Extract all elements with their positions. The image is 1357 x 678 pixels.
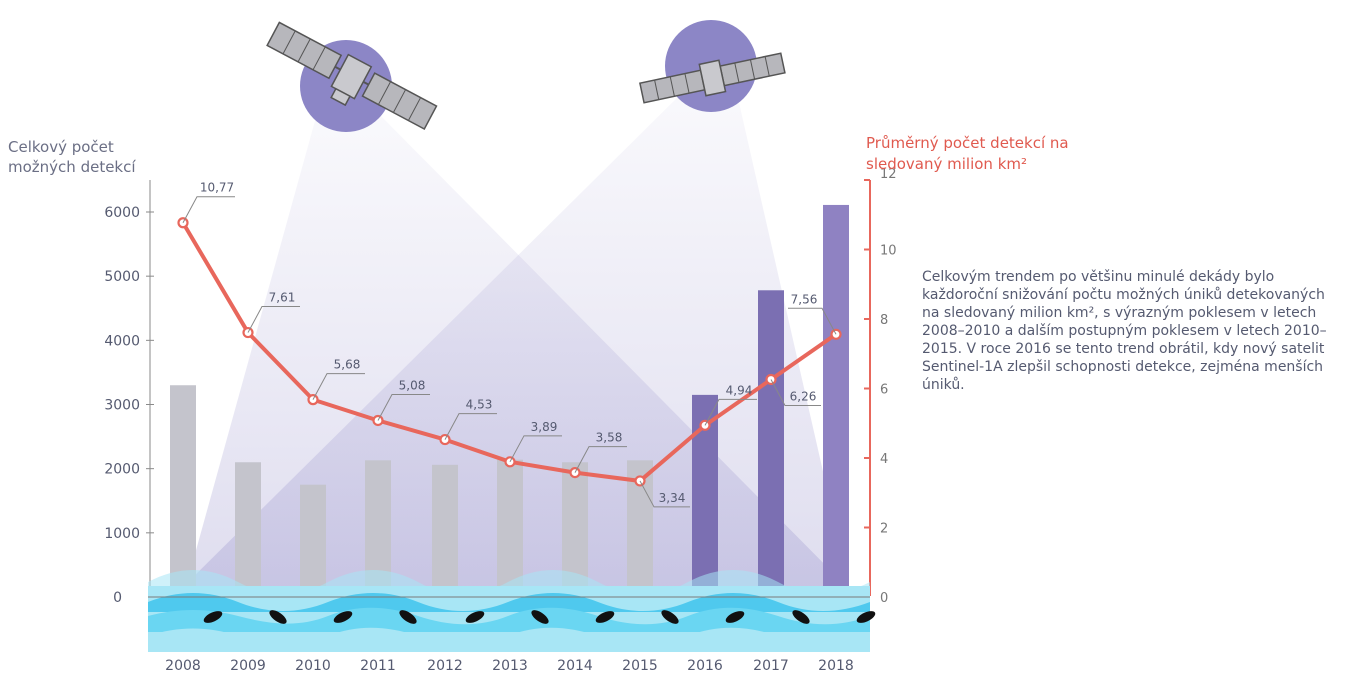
y-tick-right: 0 <box>880 591 888 606</box>
chart-description: Celkovým trendem po většinu minulé dekád… <box>922 269 1327 393</box>
bar <box>235 462 261 597</box>
data-label-leader <box>704 398 757 426</box>
y-tick-left: 6000 <box>104 205 140 221</box>
y-axis-label-left-2: možných detekcí <box>8 158 136 176</box>
oil-spill <box>269 610 287 624</box>
data-label-leader <box>770 379 821 406</box>
y-tick-left: 4000 <box>104 333 140 349</box>
data-label-leader <box>509 435 562 463</box>
x-tick: 2017 <box>753 658 789 674</box>
y-tick-left: 3000 <box>104 398 140 414</box>
data-label-leader <box>377 393 430 421</box>
y-tick-left: 1000 <box>104 526 140 542</box>
satellite-icon <box>639 20 786 112</box>
y-tick-right: 10 <box>880 244 897 259</box>
y-tick-right: 6 <box>880 383 888 398</box>
data-label: 5,08 <box>399 378 426 392</box>
x-tick: 2011 <box>360 658 396 674</box>
bar <box>497 459 523 597</box>
data-label-leader <box>639 480 690 508</box>
bar <box>300 484 326 597</box>
data-label: 10,77 <box>200 181 234 195</box>
data-label-leader <box>574 446 627 473</box>
oil-spill <box>856 611 876 623</box>
y-tick-right: 4 <box>880 452 888 467</box>
oil-spill <box>531 610 549 624</box>
bar <box>170 385 196 597</box>
data-label: 3,58 <box>596 431 623 445</box>
oil-spill <box>203 611 223 623</box>
oil-spill <box>465 611 485 623</box>
y-axis-label-right-1: Průměrný počet detekcí na <box>866 134 1069 152</box>
data-label: 3,89 <box>531 420 558 434</box>
y-tick-left: 0 <box>113 590 122 606</box>
y-tick-right: 2 <box>880 522 888 537</box>
x-tick: 2008 <box>165 658 201 674</box>
data-label: 3,34 <box>659 491 686 505</box>
x-tick: 2013 <box>492 658 528 674</box>
data-label-leader <box>247 306 300 333</box>
oil-spill <box>399 610 417 624</box>
satellite-icon <box>266 21 438 132</box>
data-label: 6,26 <box>790 389 817 403</box>
x-tick: 2012 <box>427 658 463 674</box>
oil-spill <box>661 610 679 624</box>
data-label-leader <box>182 196 235 223</box>
oil-spill <box>792 610 810 624</box>
y-axis-label-right-2: sledovaný milion km² <box>866 155 1027 173</box>
data-label-leader <box>788 307 837 335</box>
y-tick-right: 8 <box>880 313 888 328</box>
y-tick-left: 2000 <box>104 462 140 478</box>
x-tick: 2010 <box>295 658 331 674</box>
x-tick: 2018 <box>818 658 854 674</box>
y-tick-right: 12 <box>880 167 897 182</box>
data-label: 4,53 <box>466 398 493 412</box>
y-axis-label-left-1: Celkový počet <box>8 138 114 156</box>
x-tick: 2014 <box>557 658 593 674</box>
x-tick: 2015 <box>622 658 658 674</box>
x-tick: 2009 <box>230 658 266 674</box>
data-label: 4,94 <box>726 383 753 397</box>
water-waves <box>148 570 870 652</box>
data-label-leader <box>444 413 497 440</box>
data-label: 5,68 <box>334 358 361 372</box>
bar <box>432 464 458 597</box>
y-tick-left: 5000 <box>104 269 140 285</box>
oil-spill <box>595 611 615 623</box>
x-tick: 2016 <box>687 658 723 674</box>
bar <box>823 204 849 598</box>
data-label-leader <box>312 373 365 400</box>
beam-right <box>180 85 850 590</box>
data-label: 7,61 <box>269 291 296 305</box>
satellite-beams <box>180 85 850 590</box>
data-label: 7,56 <box>791 292 818 306</box>
oil-spill <box>725 611 745 623</box>
bar <box>758 290 784 597</box>
oil-spill <box>333 611 353 623</box>
